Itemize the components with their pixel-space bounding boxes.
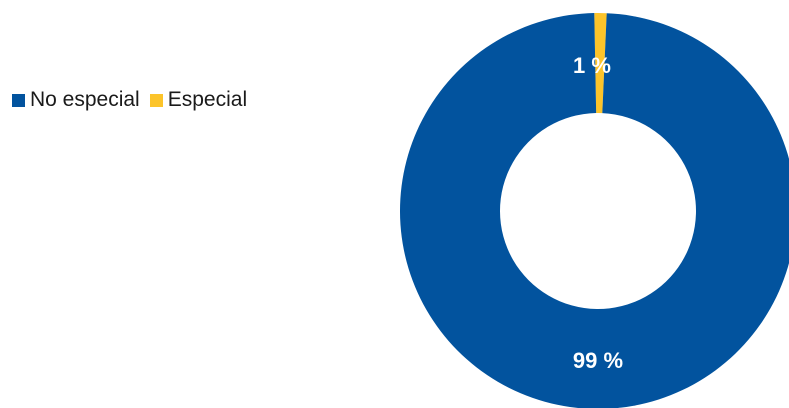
legend: No especial Especial — [12, 88, 247, 112]
legend-item-especial: Especial — [149, 88, 248, 112]
slice-especial — [594, 13, 607, 114]
legend-swatch-especial — [149, 93, 163, 107]
data-label-no-especial: 99 % — [573, 348, 623, 373]
legend-label-no-especial: No especial — [30, 88, 140, 111]
legend-item-no-especial: No especial — [12, 88, 140, 112]
data-label-especial: 1 % — [573, 53, 611, 78]
slice-no-especial — [400, 13, 789, 408]
legend-label-especial: Especial — [167, 88, 248, 111]
legend-swatch-no-especial — [12, 93, 25, 107]
